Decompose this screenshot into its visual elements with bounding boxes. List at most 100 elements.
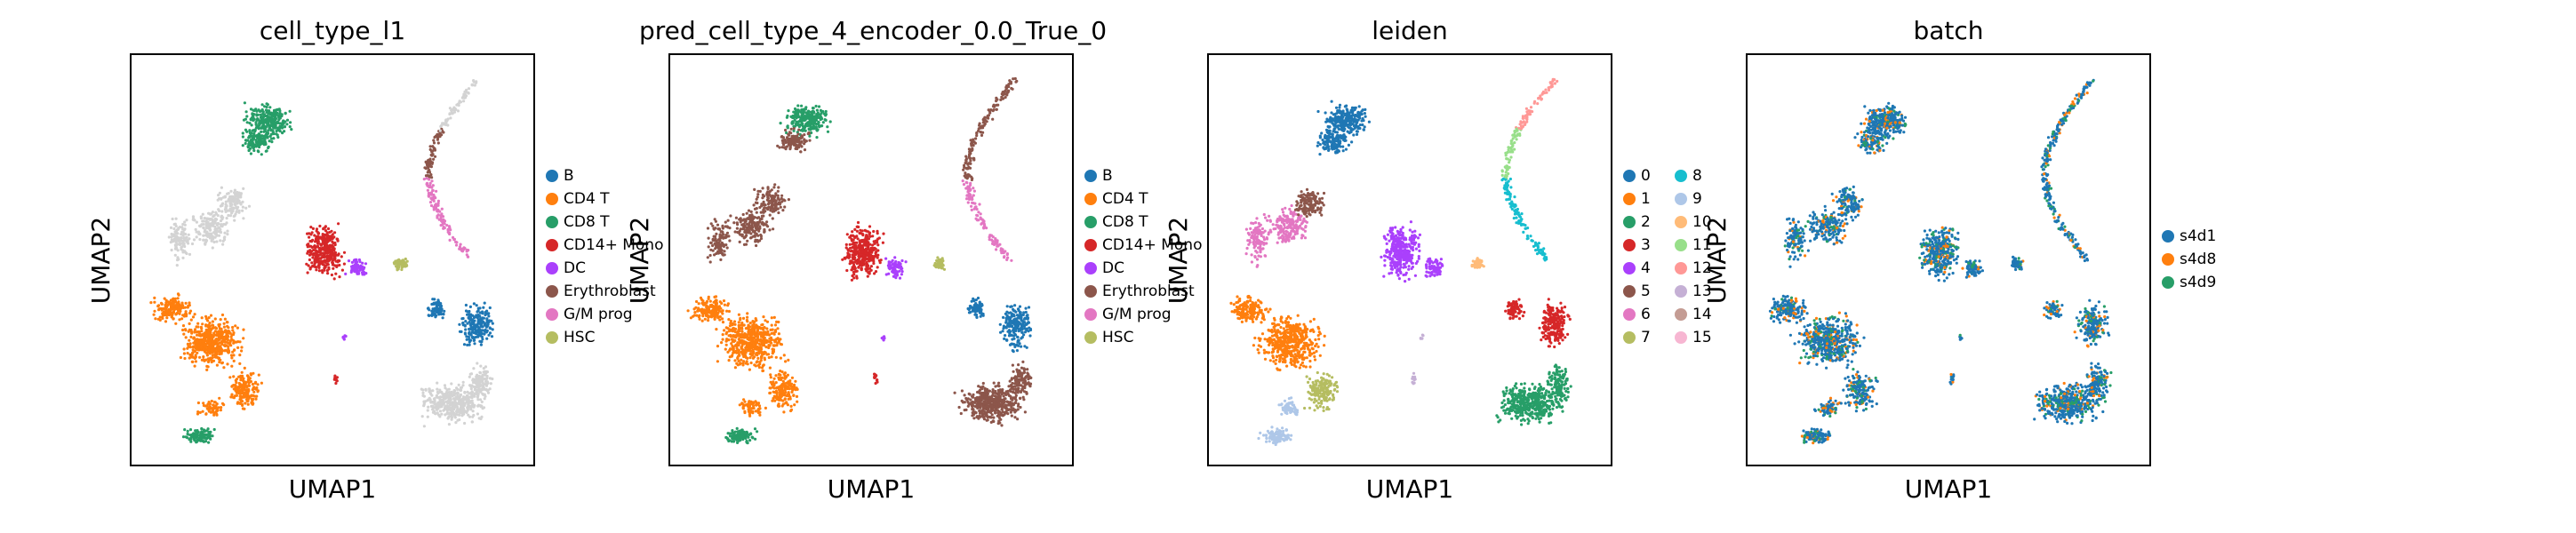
data-point [737,359,740,363]
data-point [204,239,209,243]
data-point [351,264,355,267]
data-point [809,114,812,118]
data-point [470,404,474,409]
data-point [806,114,810,117]
data-point [478,311,482,314]
data-point [194,360,197,363]
data-point [712,227,716,231]
data-point [484,313,487,317]
data-point [196,410,200,414]
data-point [211,354,214,357]
data-point [787,132,790,136]
data-point [479,364,483,368]
data-point [787,358,790,362]
data-point [321,241,324,244]
data-point [208,341,212,345]
data-point [476,388,480,392]
data-point [465,338,468,341]
data-point [189,440,193,443]
data-point [783,388,787,392]
data-point [281,131,284,135]
data-point [460,414,464,418]
data-point [153,300,156,304]
data-point [721,321,725,324]
data-point [754,238,757,242]
data-point [215,413,219,417]
data-point [433,397,436,401]
data-point [780,196,783,201]
data-point [174,245,178,249]
data-point [765,339,769,343]
data-point [212,214,216,218]
data-point [750,346,754,350]
data-point [193,313,196,316]
data-point [725,246,729,250]
data-point [759,359,763,362]
data-point [210,212,213,216]
data-point [748,225,751,228]
data-point [815,136,819,139]
data-point [460,401,463,404]
data-point [159,301,164,305]
data-point [252,137,255,140]
data-point [468,305,472,308]
data-point [327,266,331,269]
data-point [435,394,438,398]
data-point [457,383,460,386]
data-point [768,391,772,395]
data-point [444,386,447,390]
data-point [182,314,186,318]
data-point [789,131,793,135]
data-point [472,385,476,388]
data-point [460,330,463,333]
data-point [424,174,428,178]
data-point [201,212,204,216]
data-point [281,121,284,124]
data-point [721,338,724,341]
data-point [475,304,478,307]
data-point [203,230,206,234]
data-point [438,310,443,314]
legend-label: CD14+ Mono [564,236,664,254]
data-point [176,249,180,252]
data-point [334,272,338,275]
data-point [715,307,719,311]
data-point [489,327,492,330]
data-point [796,400,799,403]
data-point [438,405,442,409]
data-point [154,317,157,321]
data-point [222,349,226,353]
data-point [478,378,482,382]
data-point [743,230,747,234]
data-point [182,352,186,355]
data-point [212,413,216,417]
data-point [164,301,168,305]
data-point [478,321,482,324]
data-point [758,407,762,410]
data-point [483,373,487,377]
data-point [707,319,710,322]
data-point [461,380,465,384]
data-point [780,390,783,394]
data-point [260,134,264,138]
data-point [421,391,425,394]
data-point [241,144,244,147]
data-point [761,369,765,372]
data-point [236,200,239,203]
data-point [226,338,229,341]
data-point [211,320,214,323]
data-point [470,336,474,339]
data-point [772,331,776,335]
data-point [438,388,442,392]
data-point [274,124,277,128]
data-point [462,343,467,346]
data-point [276,111,279,115]
data-point [257,127,260,131]
data-point [236,346,240,349]
data-point [488,319,492,322]
data-point [744,354,748,357]
data-point [157,308,161,312]
data-point [321,247,324,251]
data-point [482,321,485,324]
data-point [426,409,429,412]
